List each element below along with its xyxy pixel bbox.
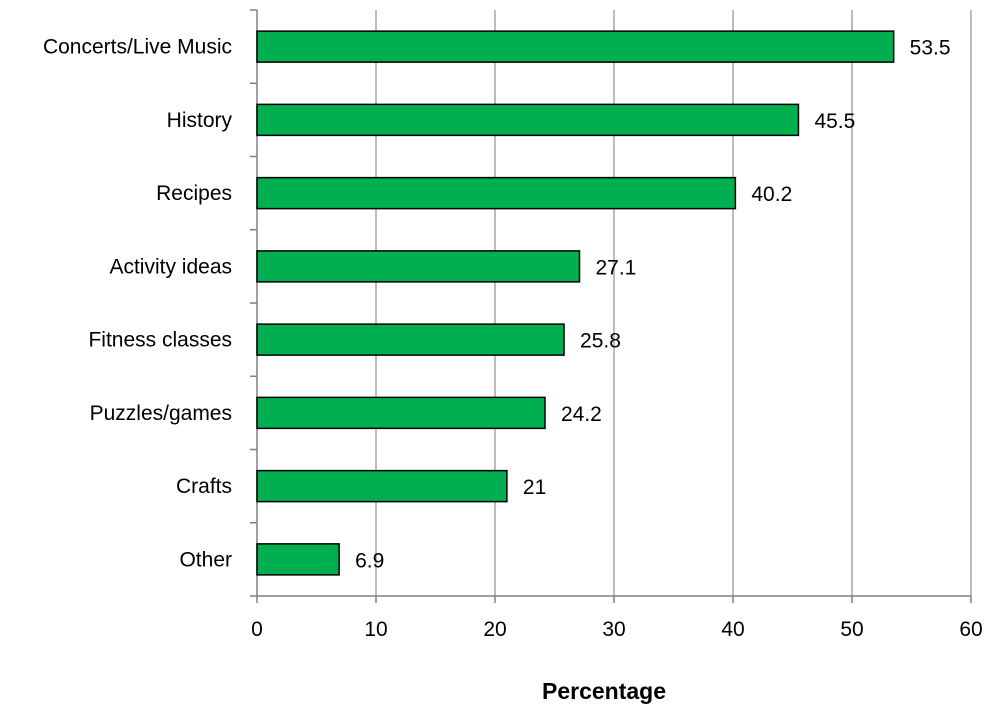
- data-label: 6.9: [355, 549, 384, 572]
- x-tick-label: 30: [602, 618, 625, 641]
- x-tick-label: 40: [721, 618, 744, 641]
- x-tick-label: 20: [483, 618, 506, 641]
- category-label: Other: [179, 548, 232, 571]
- bar: [256, 396, 546, 430]
- category-label: Crafts: [176, 475, 232, 498]
- data-label: 40.2: [751, 183, 792, 206]
- x-tick-label: 50: [840, 618, 863, 641]
- gridlines: [375, 10, 972, 596]
- bar: [256, 103, 800, 137]
- data-label: 27.1: [595, 256, 636, 279]
- bar: [256, 30, 895, 63]
- bar: [256, 543, 340, 576]
- data-label: 53.5: [910, 37, 951, 60]
- data-label: 45.5: [814, 110, 855, 133]
- bar: [256, 176, 737, 210]
- category-label: Recipes: [156, 182, 232, 205]
- x-axis-title: Percentage: [542, 678, 666, 704]
- bars: [256, 30, 895, 576]
- x-tick-label: 10: [364, 618, 387, 641]
- x-tick-label: 0: [251, 618, 263, 641]
- category-label: History: [167, 109, 233, 132]
- x-tick-label: 60: [959, 618, 982, 641]
- bar: [256, 323, 565, 356]
- category-label: Fitness classes: [88, 329, 232, 352]
- data-label: 21: [523, 476, 546, 499]
- labels: 0 10 20 30 40 50 60 Concerts/Live Music 53.5 Hist…: [43, 36, 983, 641]
- category-label: Puzzles/games: [90, 402, 232, 425]
- data-label: 24.2: [561, 403, 602, 426]
- category-label: Concerts/Live Music: [43, 36, 232, 59]
- bar: [256, 250, 581, 283]
- category-label: Activity ideas: [109, 255, 232, 278]
- bar: [256, 469, 508, 503]
- data-label: 25.8: [580, 330, 621, 353]
- axes: [250, 9, 972, 603]
